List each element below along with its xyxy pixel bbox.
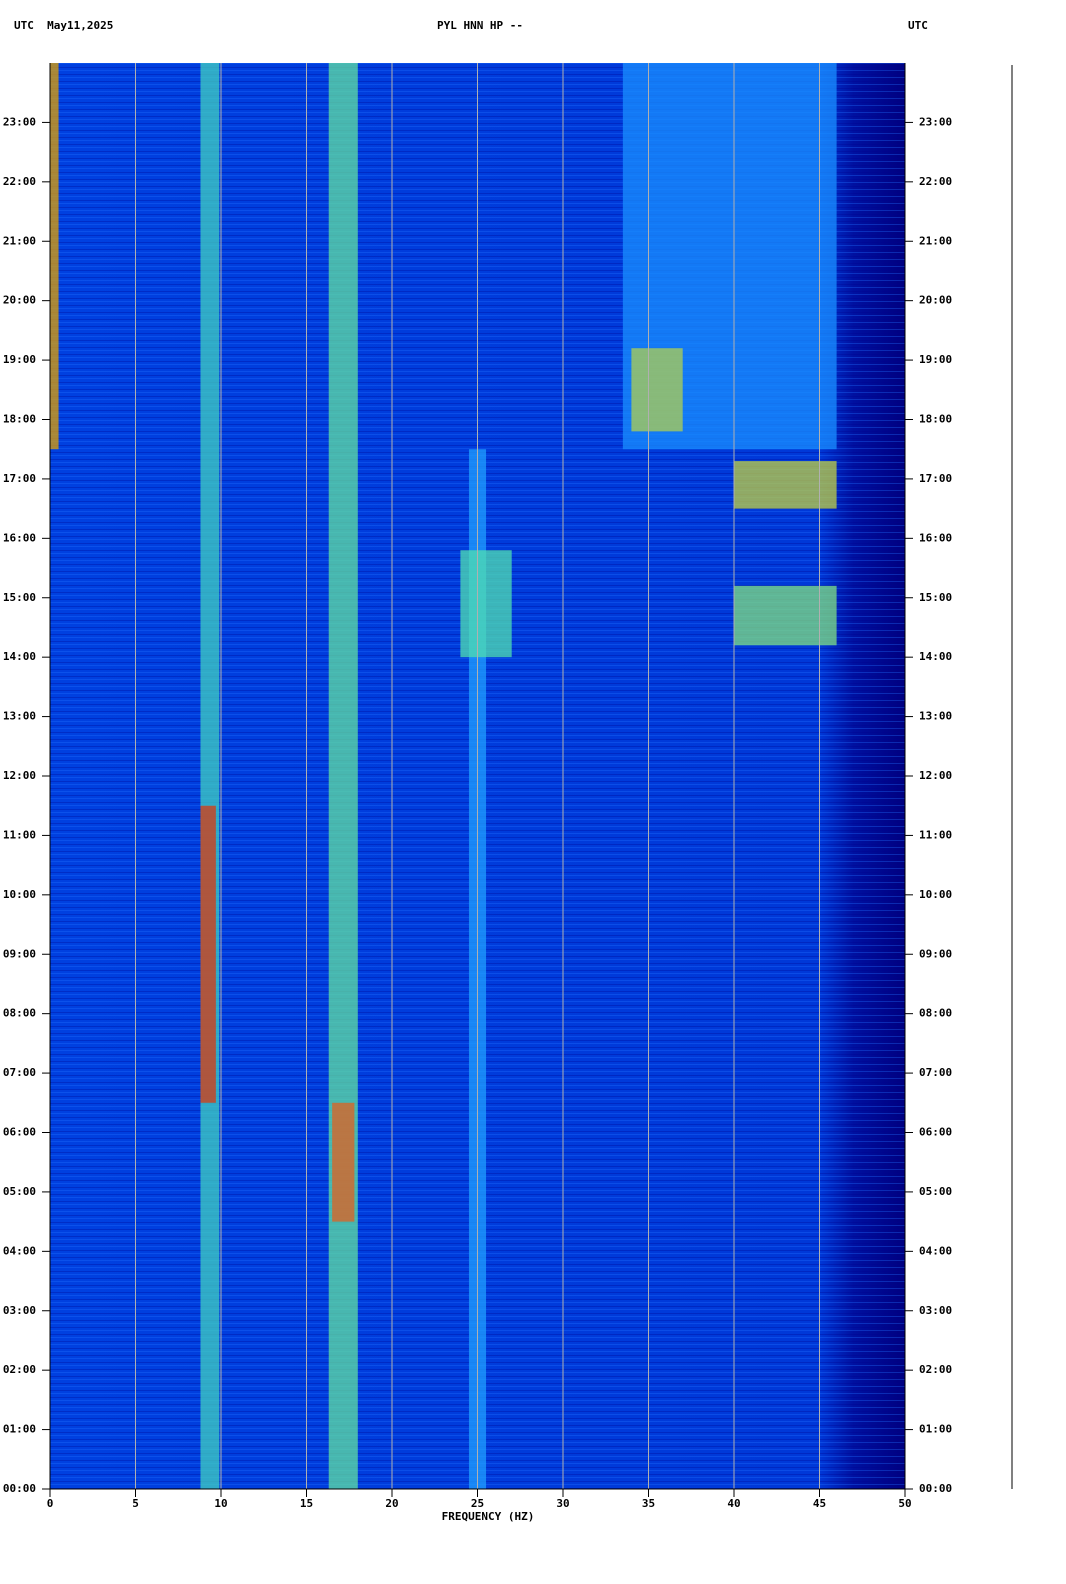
y-tick-label-left: 11:00	[3, 828, 36, 841]
x-tick-label: 30	[556, 1497, 569, 1510]
chart-title: PYL HNN HP --	[437, 19, 523, 32]
energy-band	[200, 805, 216, 1103]
title-right: UTC	[908, 19, 928, 32]
y-tick-label-left: 04:00	[3, 1244, 36, 1257]
energy-band	[332, 1102, 355, 1222]
y-tick-label-left: 20:00	[3, 294, 36, 307]
y-tick-label-right: 03:00	[919, 1304, 952, 1317]
y-tick-label-right: 06:00	[919, 1126, 952, 1139]
y-tick-label-right: 00:00	[919, 1482, 952, 1495]
y-tick-label-right: 11:00	[919, 828, 952, 841]
y-tick-label-right: 15:00	[919, 591, 952, 604]
x-tick-label: 25	[471, 1497, 484, 1510]
y-tick-label-left: 21:00	[3, 234, 36, 247]
y-tick-label-right: 17:00	[919, 472, 952, 485]
y-tick-label-right: 02:00	[919, 1363, 952, 1376]
x-tick-label: 45	[813, 1497, 826, 1510]
x-tick-label: 15	[300, 1497, 313, 1510]
x-tick-label: 0	[47, 1497, 54, 1510]
energy-band	[460, 550, 512, 658]
y-tick-label-right: 13:00	[919, 710, 952, 723]
y-tick-label-left: 12:00	[3, 769, 36, 782]
x-tick-label: 40	[727, 1497, 740, 1510]
plot-layer: 0 5 10 15 20 25 30 35 40 45 50 00:00 00:00 01:00 01:00…	[3, 63, 952, 1510]
y-tick-label-left: 23:00	[3, 115, 36, 128]
y-tick-label-left: 00:00	[3, 1482, 36, 1495]
x-tick-label: 20	[385, 1497, 398, 1510]
y-tick-label-left: 17:00	[3, 472, 36, 485]
y-tick-label-left: 08:00	[3, 1007, 36, 1020]
x-tick-label: 5	[132, 1497, 139, 1510]
energy-band	[200, 63, 220, 1489]
energy-band	[50, 63, 59, 450]
y-tick-label-right: 14:00	[919, 650, 952, 663]
y-tick-label-left: 22:00	[3, 175, 36, 188]
y-tick-label-left: 14:00	[3, 650, 36, 663]
y-tick-label-right: 21:00	[919, 234, 952, 247]
x-tick-label: 50	[898, 1497, 911, 1510]
y-tick-label-left: 05:00	[3, 1185, 36, 1198]
y-tick-label-right: 20:00	[919, 294, 952, 307]
y-tick-label-right: 08:00	[919, 1007, 952, 1020]
y-tick-label-left: 19:00	[3, 353, 36, 366]
y-tick-label-right: 23:00	[919, 115, 952, 128]
x-axis-label: FREQUENCY (HZ)	[442, 1510, 535, 1523]
y-tick-label-right: 07:00	[919, 1066, 952, 1079]
energy-band	[328, 63, 358, 1489]
y-tick-label-right: 18:00	[919, 413, 952, 426]
y-tick-label-left: 07:00	[3, 1066, 36, 1079]
y-tick-label-right: 12:00	[919, 769, 952, 782]
y-tick-label-left: 03:00	[3, 1304, 36, 1317]
y-tick-label-left: 13:00	[3, 710, 36, 723]
title-left: UTC May11,2025	[14, 19, 113, 32]
x-tick-label: 10	[214, 1497, 227, 1510]
x-tick-label: 35	[642, 1497, 655, 1510]
y-tick-label-left: 16:00	[3, 531, 36, 544]
y-tick-label-right: 09:00	[919, 947, 952, 960]
y-tick-label-right: 16:00	[919, 531, 952, 544]
y-tick-label-left: 06:00	[3, 1126, 36, 1139]
y-tick-label-left: 18:00	[3, 413, 36, 426]
energy-band	[734, 461, 837, 509]
y-tick-label-right: 10:00	[919, 888, 952, 901]
y-tick-label-left: 09:00	[3, 947, 36, 960]
energy-band	[631, 348, 683, 432]
y-tick-label-left: 02:00	[3, 1363, 36, 1376]
y-tick-label-right: 01:00	[919, 1423, 952, 1436]
y-tick-label-left: 10:00	[3, 888, 36, 901]
y-tick-label-right: 22:00	[919, 175, 952, 188]
y-tick-label-right: 19:00	[919, 353, 952, 366]
y-tick-label-left: 15:00	[3, 591, 36, 604]
y-tick-label-left: 01:00	[3, 1423, 36, 1436]
y-tick-label-right: 04:00	[919, 1244, 952, 1257]
y-tick-label-right: 05:00	[919, 1185, 952, 1198]
energy-band	[734, 585, 837, 646]
